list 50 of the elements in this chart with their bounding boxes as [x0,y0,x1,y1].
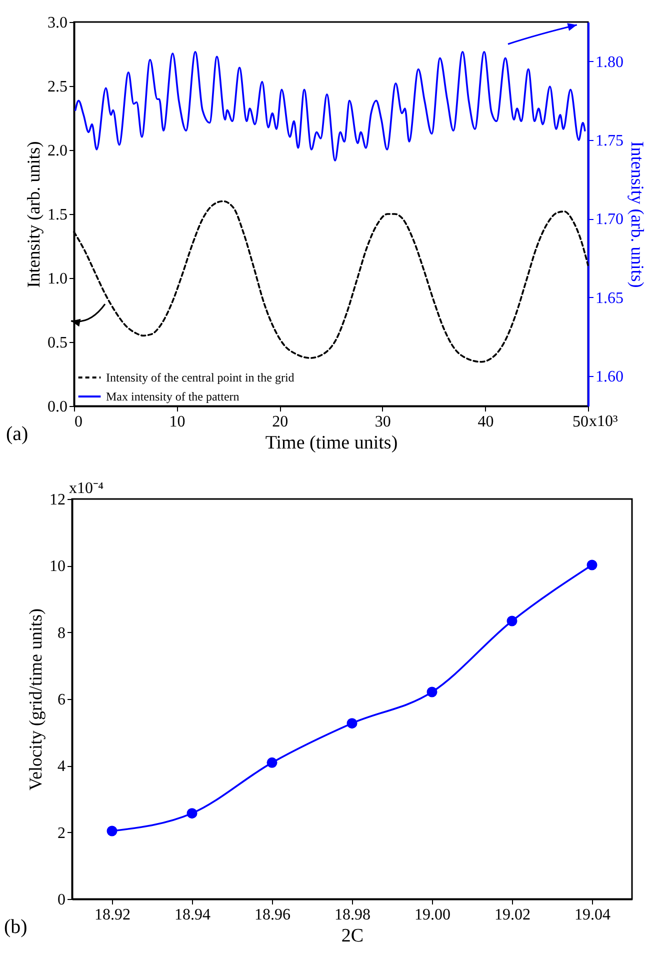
x-tick-label: 18.92 [94,906,130,924]
x-tick-label: 0 [74,414,82,430]
x-tick-label: 19.00 [414,906,450,924]
x-axis-title: Time (time units) [265,432,398,454]
legend-label: Intensity of the central point in the grid [106,370,294,384]
y2-tick-label: 1.80 [596,54,624,71]
y-axis-title: Intensity (arb. units) [24,141,44,288]
point [586,560,598,570]
y2-tick-label: 1.65 [596,290,624,307]
x-tick-label: 20 [272,414,288,430]
point [106,826,118,836]
y-tick-label: 0.5 [48,334,68,352]
x-tick-label: 10 [169,414,186,430]
y-tick-label: 1.0 [48,270,68,288]
y-tick-label: 3.0 [48,14,68,32]
y-tick-label: 0.0 [48,398,68,416]
y-tick-label: 2.0 [48,142,68,160]
text: x10³ [589,413,618,430]
point [186,808,198,819]
y2-tick-label: 1.60 [596,368,624,386]
x-tick-label: 18.96 [254,906,290,924]
text: (a) [6,423,28,445]
y-tick-label: 12 [50,492,66,508]
point [346,718,358,729]
y-tick-label: 1.5 [48,206,68,224]
y-tick-label: 2.5 [48,78,68,96]
x-axis-title: 2C [341,926,364,946]
text: x10⁻⁴ [69,480,104,497]
y-tick-label: 10 [50,558,66,576]
y-tick-label: 2 [58,824,66,842]
x-tick-label: 19.02 [494,906,530,924]
y-tick-label: 8 [58,624,66,642]
y2-axis-title: Intensity (arb. units) [628,141,648,288]
point [426,686,438,698]
legend-label: Max intensity of the pattern [106,390,240,404]
text: (b) [4,916,28,938]
x-tick-label: 18.94 [174,906,210,924]
y-tick-label: 4 [58,758,66,776]
y-tick-label: 0 [58,892,66,908]
x-tick-label: 40 [478,414,494,430]
point [266,757,278,768]
y-tick-label: 6 [58,692,66,708]
x-tick-label: 50 [572,414,588,430]
x-tick-label: 30 [374,414,391,430]
x-tick-label: 19.04 [574,906,610,924]
y-axis-title: Velocity (grid/time units) [26,608,46,790]
x-tick-label: 18.98 [334,906,370,924]
y2-tick-label: 1.70 [596,211,624,228]
point [506,616,518,626]
y2-tick-label: 1.75 [596,132,624,150]
